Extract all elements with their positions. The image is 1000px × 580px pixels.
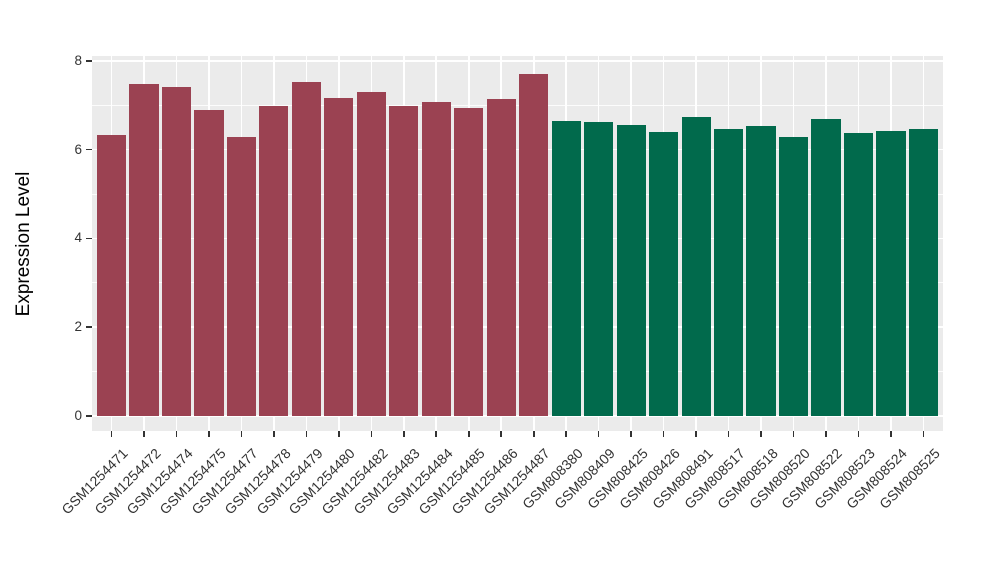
plot-panel: 0 2 4 6 8 GSM1254471 GSM1254472 GSM1254474 GSM12… <box>58 53 943 517</box>
y-tick-mark <box>86 60 92 62</box>
x-tick-mark <box>403 431 405 437</box>
x-tick-mark <box>175 431 178 437</box>
bar <box>908 129 939 416</box>
x-tick-mark <box>922 431 925 437</box>
bar <box>421 101 451 416</box>
x-tick-mark <box>890 431 892 437</box>
x-tick-mark <box>857 431 860 437</box>
minor-gridline <box>92 104 943 106</box>
bar <box>519 74 549 416</box>
major-gridline <box>92 326 943 328</box>
major-gridline <box>92 415 943 417</box>
bar <box>259 105 289 416</box>
bar <box>551 121 581 416</box>
bar <box>746 126 776 416</box>
y-tick-label: 6 <box>74 141 82 157</box>
x-tick-mark <box>110 431 113 437</box>
x-tick-mark <box>338 431 340 437</box>
bar <box>324 97 354 416</box>
y-tick-label: 2 <box>74 319 82 335</box>
bar <box>811 119 841 416</box>
y-tick-label: 0 <box>74 408 82 423</box>
bar <box>356 91 386 416</box>
minor-gridline <box>92 282 943 284</box>
x-tick-mark <box>760 431 762 437</box>
major-gridline <box>92 237 943 240</box>
x-tick-mark <box>273 431 275 437</box>
bar <box>96 135 127 416</box>
bar <box>714 129 744 416</box>
x-tick-mark <box>597 431 600 437</box>
y-tick-mark <box>86 237 92 240</box>
bar <box>161 86 192 416</box>
x-tick-mark <box>143 431 145 437</box>
x-tick-mark <box>500 431 503 437</box>
y-tick-label: 4 <box>74 230 82 246</box>
y-axis-title: Expression Level <box>13 171 34 317</box>
bar <box>649 131 679 416</box>
bar <box>129 83 159 416</box>
bar <box>389 105 419 416</box>
x-tick-mark <box>662 431 665 437</box>
bar <box>486 98 516 416</box>
y-tick-mark <box>86 415 92 417</box>
x-tick-mark <box>208 431 210 437</box>
x-tick-mark <box>695 431 697 437</box>
y-tick-mark <box>86 148 92 151</box>
x-tick-mark <box>305 431 308 437</box>
x-tick-mark <box>370 431 373 437</box>
x-tick-mark <box>435 431 438 437</box>
minor-gridline <box>92 193 943 195</box>
minor-gridline <box>92 371 943 372</box>
y-tick-mark <box>86 326 92 328</box>
bar <box>584 122 614 416</box>
major-gridline <box>92 60 943 62</box>
bar <box>681 117 711 416</box>
x-tick-mark <box>792 431 795 437</box>
y-tick-label: 8 <box>74 52 82 68</box>
bar <box>194 109 224 416</box>
x-tick-mark <box>240 431 243 437</box>
major-gridline <box>92 148 943 151</box>
bar <box>226 137 256 416</box>
bar <box>291 82 321 416</box>
x-tick-mark <box>467 431 470 437</box>
x-tick-mark <box>532 431 535 437</box>
bar <box>778 136 809 416</box>
bar <box>454 107 484 416</box>
x-tick-mark <box>727 431 730 437</box>
bar <box>843 132 874 416</box>
x-tick-mark <box>630 431 632 437</box>
x-tick-mark <box>565 431 567 437</box>
x-tick-mark <box>825 431 827 437</box>
bar <box>876 130 906 416</box>
bar <box>616 124 646 416</box>
